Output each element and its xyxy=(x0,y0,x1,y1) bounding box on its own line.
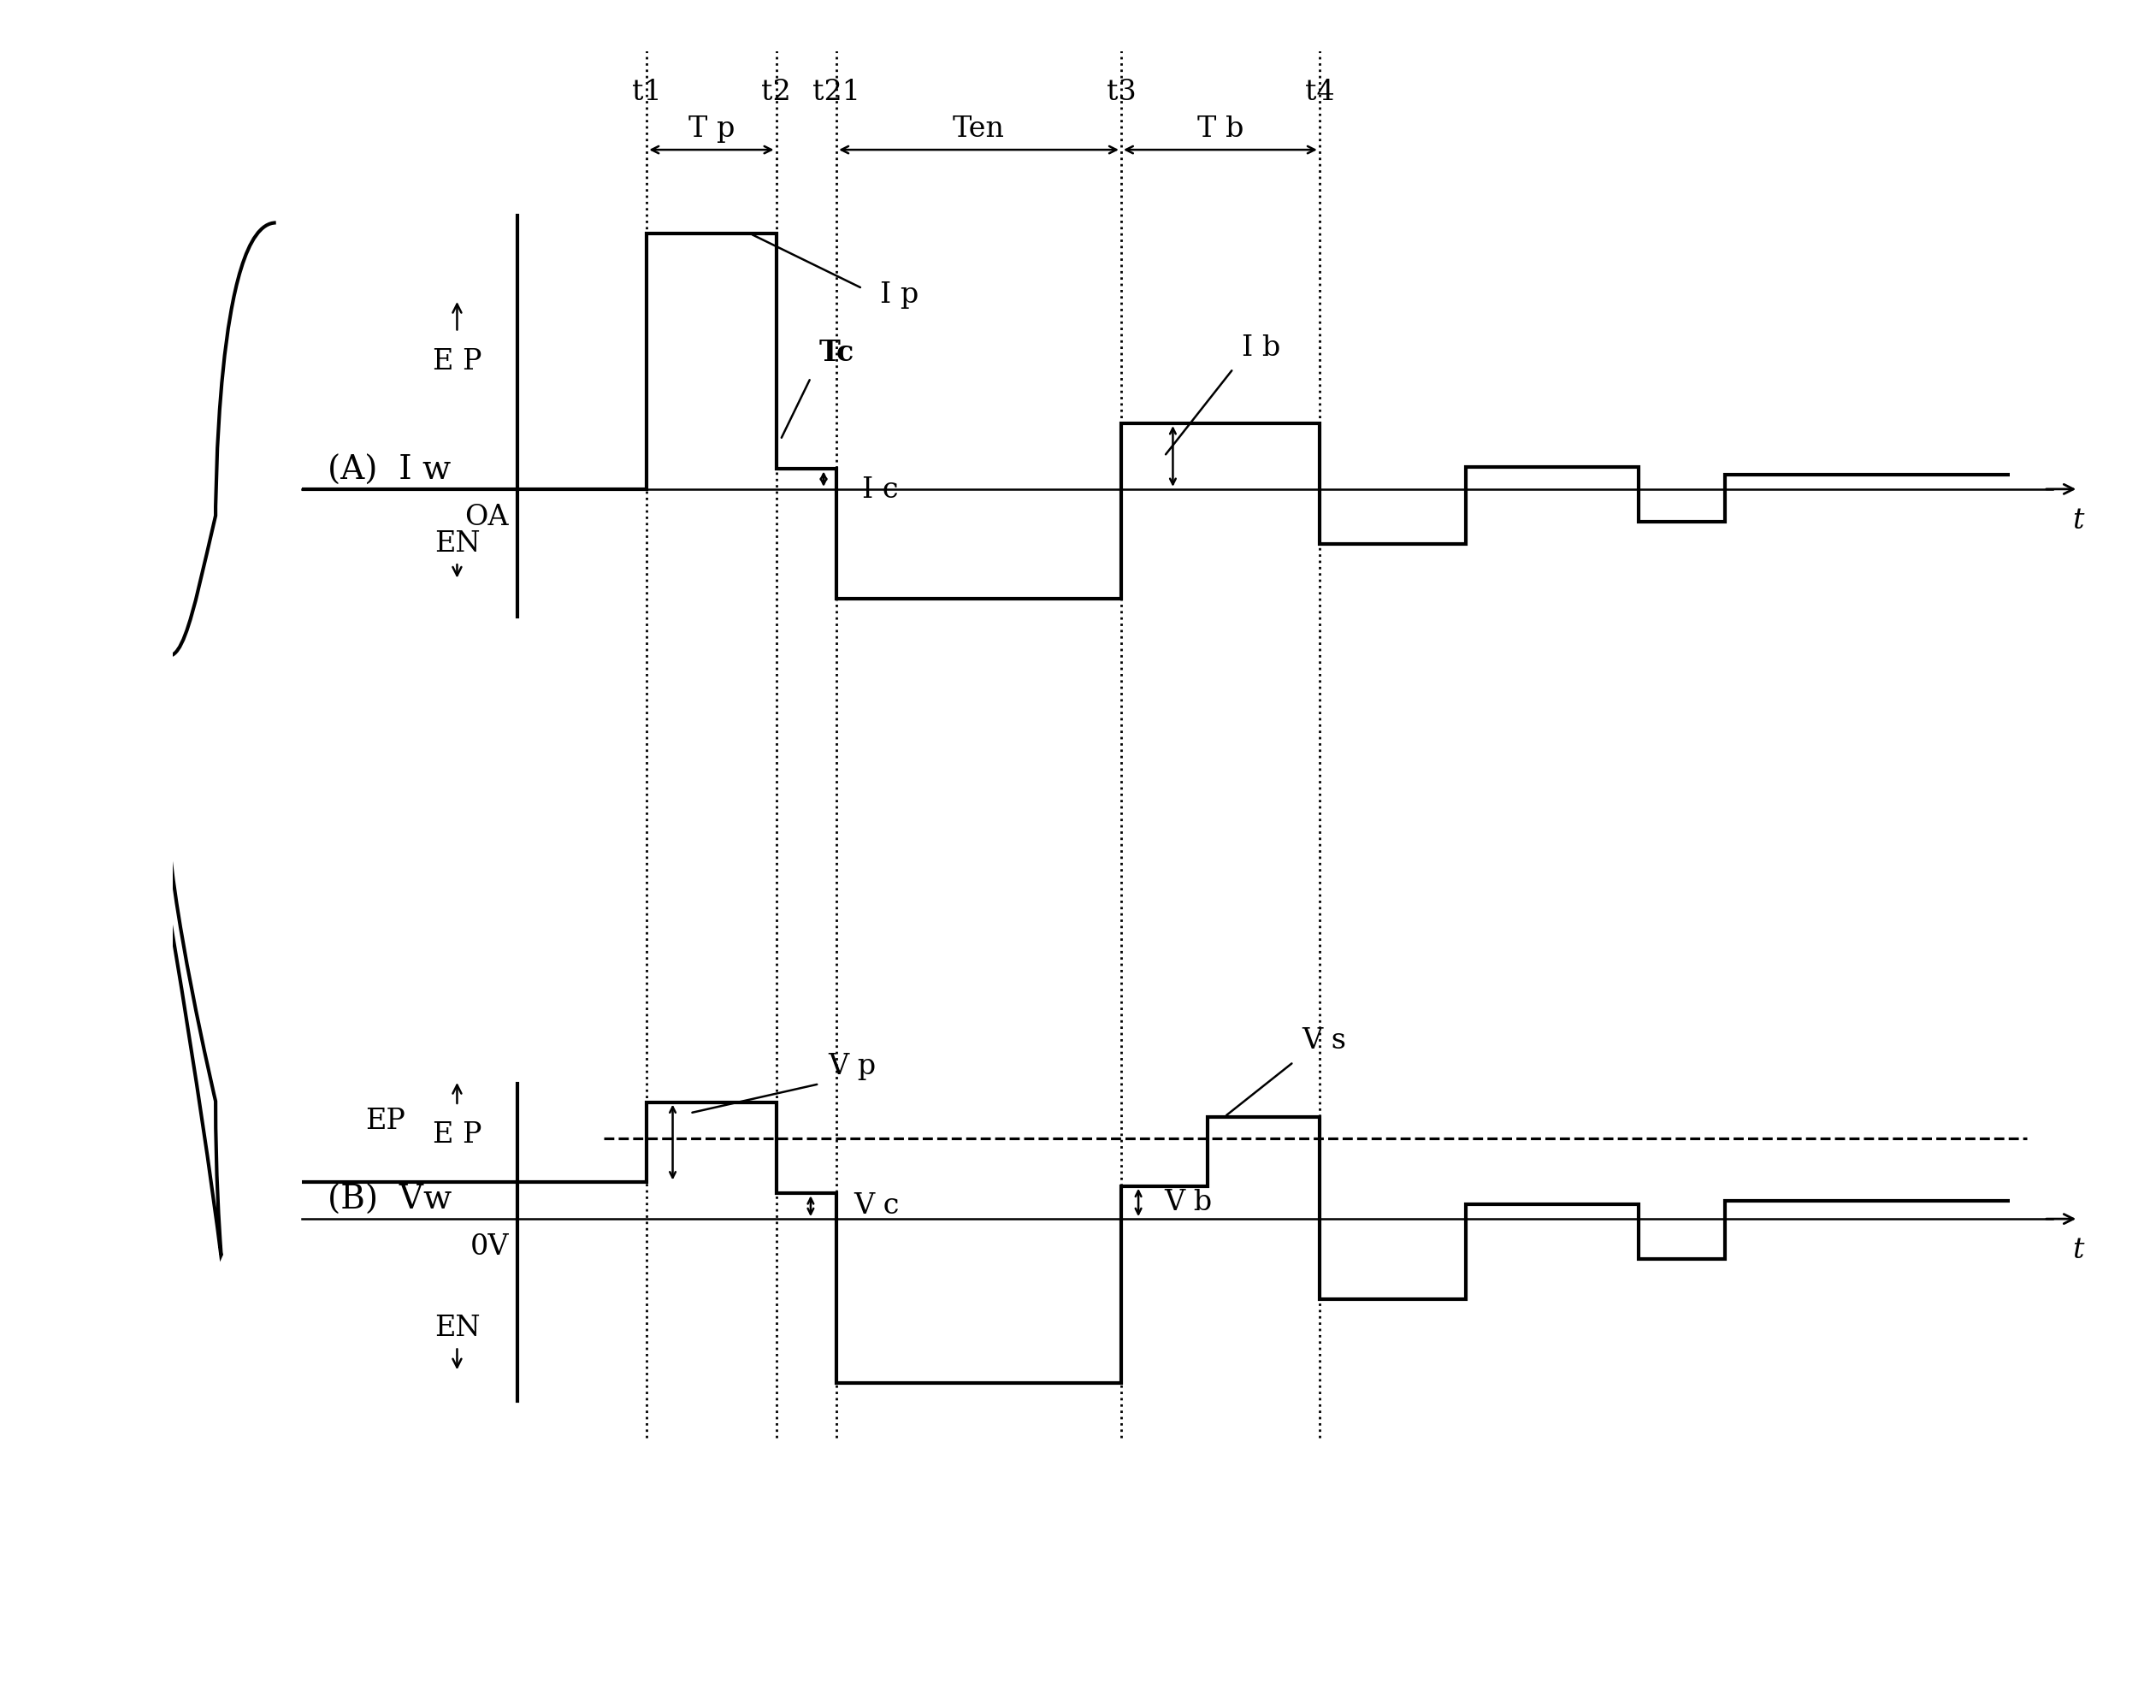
Text: 0V: 0V xyxy=(470,1233,509,1261)
Text: t4: t4 xyxy=(1304,79,1335,106)
Text: I b: I b xyxy=(1242,335,1281,362)
Text: V s: V s xyxy=(1302,1027,1348,1056)
Text: V c: V c xyxy=(854,1192,899,1220)
Text: t3: t3 xyxy=(1106,79,1136,106)
Text: (B)  Vw: (B) Vw xyxy=(328,1185,453,1216)
Text: E P: E P xyxy=(433,1120,481,1149)
Text: t1: t1 xyxy=(632,79,662,106)
Text: I c: I c xyxy=(862,477,899,504)
Text: EN: EN xyxy=(433,1315,481,1342)
Text: (A)  I w: (A) I w xyxy=(328,454,451,487)
Text: EN: EN xyxy=(433,529,481,557)
Text: Tc: Tc xyxy=(819,338,854,367)
Text: t21: t21 xyxy=(813,79,860,106)
Text: V b: V b xyxy=(1164,1189,1212,1216)
Text: t: t xyxy=(2072,1237,2085,1264)
Text: V p: V p xyxy=(828,1052,875,1079)
Text: Ten: Ten xyxy=(953,114,1005,142)
Text: T b: T b xyxy=(1197,114,1244,142)
Text: t: t xyxy=(2072,507,2085,535)
Text: OA: OA xyxy=(466,504,509,531)
Text: E P: E P xyxy=(433,348,481,376)
Text: T p: T p xyxy=(688,114,735,142)
Text: t2: t2 xyxy=(761,79,791,106)
Text: EP: EP xyxy=(364,1107,405,1136)
Text: I p: I p xyxy=(880,282,918,309)
